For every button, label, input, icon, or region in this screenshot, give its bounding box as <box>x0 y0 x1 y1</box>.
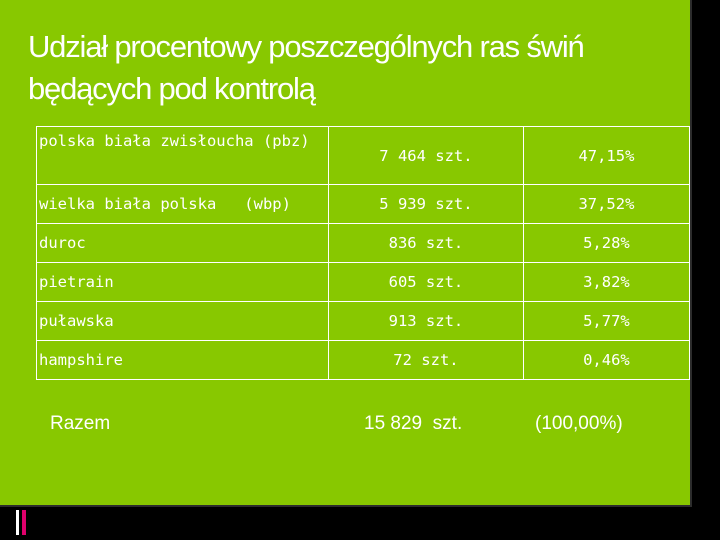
breed-percent: 0,46% <box>522 340 691 380</box>
breed-name: polska biała zwisłoucha (pbz) <box>35 126 330 185</box>
breed-count: 913 szt. <box>328 301 524 341</box>
breed-percent: 3,82% <box>522 262 691 302</box>
breed-percent: 5,77% <box>522 301 691 341</box>
breed-name: duroc <box>35 223 330 263</box>
breed-count: 836 szt. <box>328 223 524 263</box>
breed-count: 5 939 szt. <box>328 184 524 224</box>
breed-percent: 37,52% <box>522 184 691 224</box>
breed-name: pietrain <box>35 262 330 302</box>
table-row: hampshire 72 szt. 0,46% <box>35 340 691 380</box>
accent-bar-white <box>16 510 19 535</box>
breed-count: 605 szt. <box>328 262 524 302</box>
breed-table: polska biała zwisłoucha (pbz) 7 464 szt.… <box>35 126 691 380</box>
breed-name: hampshire <box>35 340 330 380</box>
breed-percent: 5,28% <box>522 223 691 263</box>
accent-bar-red <box>22 510 26 535</box>
total-count: 15 829 szt. <box>364 413 463 434</box>
table-row: wielka biała polska (wbp) 5 939 szt. 37,… <box>35 184 691 224</box>
breed-count: 7 464 szt. <box>328 126 524 185</box>
breed-count: 72 szt. <box>328 340 524 380</box>
breed-name: puławska <box>35 301 330 341</box>
slide-title: Udział procentowy poszczególnych ras świ… <box>28 29 585 106</box>
table-row: duroc 836 szt. 5,28% <box>35 223 691 263</box>
total-label: Razem <box>50 413 111 434</box>
breed-percent: 47,15% <box>522 126 691 185</box>
breed-name: wielka biała polska (wbp) <box>35 184 330 224</box>
slide-frame: Udział procentowy poszczególnych ras świ… <box>0 0 692 507</box>
total-percent: (100,00%) <box>535 413 623 434</box>
table-row: pietrain 605 szt. 3,82% <box>35 262 691 302</box>
table-row: puławska 913 szt. 5,77% <box>35 301 691 341</box>
table-row: polska biała zwisłoucha (pbz) 7 464 szt.… <box>35 126 691 185</box>
